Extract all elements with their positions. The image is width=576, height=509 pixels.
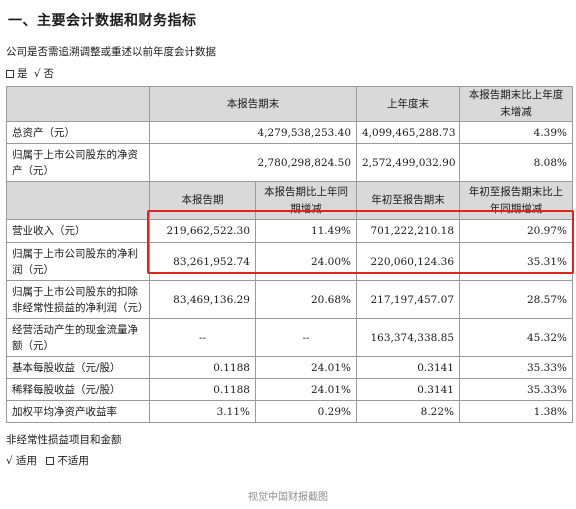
row-label: 归属于上市公司股东的净利润（元） <box>6 242 150 281</box>
value-cell: 8.08% <box>459 143 573 182</box>
header-this-period-change: 本报告期比上年同期增减 <box>255 181 357 220</box>
value-cell: 4.39% <box>459 121 573 144</box>
table-header-row-1: 本报告期末 上年度末 本报告期末比上年度末增减 <box>6 86 573 122</box>
header-year-to-date: 年初至报告期末 <box>356 181 460 220</box>
value-cell: 35.33% <box>459 378 573 401</box>
value-cell: 2,572,499,032.90 <box>356 143 460 182</box>
table-row: 归属于上市公司股东的扣除非经常性损益的净利润（元） 83,469,136.29 … <box>6 280 573 319</box>
row-label: 稀释每股收益（元/股） <box>6 378 150 401</box>
value-cell: 35.33% <box>459 356 573 379</box>
restate-options: 是 √ 否 <box>6 66 54 81</box>
value-cell: 24.01% <box>255 378 357 401</box>
value-cell: -- <box>149 318 256 357</box>
table-row: 归属于上市公司股东的净资产（元） 2,780,298,824.50 2,572,… <box>6 143 573 182</box>
value-cell: 20.97% <box>459 219 573 243</box>
value-cell: 4,099,465,288.73 <box>356 121 460 144</box>
row-label: 总资产（元） <box>6 121 150 144</box>
value-cell: 701,222,210.18 <box>356 219 460 243</box>
nonrecurring-title: 非经常性损益项目和金额 <box>6 434 122 446</box>
table-row: 经营活动产生的现金流量净额（元） -- -- 163,374,338.85 45… <box>6 318 573 357</box>
yes-label: 是 <box>17 68 28 80</box>
financial-data-table: 本报告期末 上年度末 本报告期末比上年度末增减 总资产（元） 4,279,538… <box>6 86 573 423</box>
value-cell: 2,780,298,824.50 <box>149 143 357 182</box>
value-cell: 35.31% <box>459 242 573 281</box>
yes-checkbox <box>6 70 14 78</box>
section-heading: 一、主要会计数据和财务指标 <box>8 13 197 29</box>
image-caption: 视觉中国财报截图 <box>248 492 328 503</box>
value-cell: 217,197,457.07 <box>356 280 460 319</box>
value-cell: 220,060,124.36 <box>356 242 460 281</box>
not-applicable-checkbox <box>46 457 55 465</box>
no-label: 否 <box>43 68 55 80</box>
table-row: 归属于上市公司股东的净利润（元） 83,261,952.74 24.00% 22… <box>6 242 573 281</box>
not-applicable-label: 不适用 <box>57 455 89 467</box>
value-cell: 4,279,538,253.40 <box>149 121 357 144</box>
table-row: 基本每股收益（元/股） 0.1188 24.01% 0.3141 35.33% <box>6 356 573 379</box>
value-cell: 0.29% <box>255 400 357 423</box>
value-cell: 24.00% <box>255 242 357 281</box>
applicable-options: √ 适用 不适用 <box>6 453 89 468</box>
table-row: 营业收入（元） 219,662,522.30 11.49% 701,222,21… <box>6 219 573 243</box>
row-label: 归属于上市公司股东的扣除非经常性损益的净利润（元） <box>6 280 150 319</box>
table-header-row-2: 本报告期 本报告期比上年同期增减 年初至报告期末 年初至报告期末比上年同期增减 <box>6 181 573 220</box>
value-cell: 3.11% <box>149 400 256 423</box>
value-cell: 8.22% <box>356 400 460 423</box>
table-row: 稀释每股收益（元/股） 0.1188 24.01% 0.3141 35.33% <box>6 378 573 401</box>
value-cell: 163,374,338.85 <box>356 318 460 357</box>
header-period-end: 本报告期末 <box>149 86 357 122</box>
value-cell: 0.1188 <box>149 378 256 401</box>
applicable-label: 适用 <box>16 455 38 467</box>
no-check-mark: √ <box>33 68 41 80</box>
row-label: 归属于上市公司股东的净资产（元） <box>6 143 150 182</box>
value-cell: 0.3141 <box>356 356 460 379</box>
value-cell: 28.57% <box>459 280 573 319</box>
row-label: 加权平均净资产收益率 <box>6 400 150 423</box>
header-year-to-date-change: 年初至报告期末比上年同期增减 <box>459 181 573 220</box>
value-cell: -- <box>255 318 357 357</box>
header-blank-cell <box>6 86 150 122</box>
header-change-vs-prior-year-end: 本报告期末比上年度末增减 <box>459 86 573 122</box>
value-cell: 1.38% <box>459 400 573 423</box>
restate-question: 公司是否需追溯调整或重述以前年度会计数据 <box>6 46 216 58</box>
value-cell: 24.01% <box>255 356 357 379</box>
table-row: 总资产（元） 4,279,538,253.40 4,099,465,288.73… <box>6 121 573 144</box>
row-label: 营业收入（元） <box>6 219 150 243</box>
value-cell: 0.1188 <box>149 356 256 379</box>
value-cell: 20.68% <box>255 280 357 319</box>
value-cell: 0.3141 <box>356 378 460 401</box>
value-cell: 83,469,136.29 <box>149 280 256 319</box>
value-cell: 83,261,952.74 <box>149 242 256 281</box>
row-label: 经营活动产生的现金流量净额（元） <box>6 318 150 357</box>
header-this-period: 本报告期 <box>149 181 256 220</box>
applicable-check-mark: √ <box>6 455 13 467</box>
value-cell: 219,662,522.30 <box>149 219 256 243</box>
value-cell: 11.49% <box>255 219 357 243</box>
header-prior-year-end: 上年度末 <box>356 86 460 122</box>
header-blank-cell <box>6 181 150 220</box>
value-cell: 45.32% <box>459 318 573 357</box>
table-row: 加权平均净资产收益率 3.11% 0.29% 8.22% 1.38% <box>6 400 573 423</box>
row-label: 基本每股收益（元/股） <box>6 356 150 379</box>
